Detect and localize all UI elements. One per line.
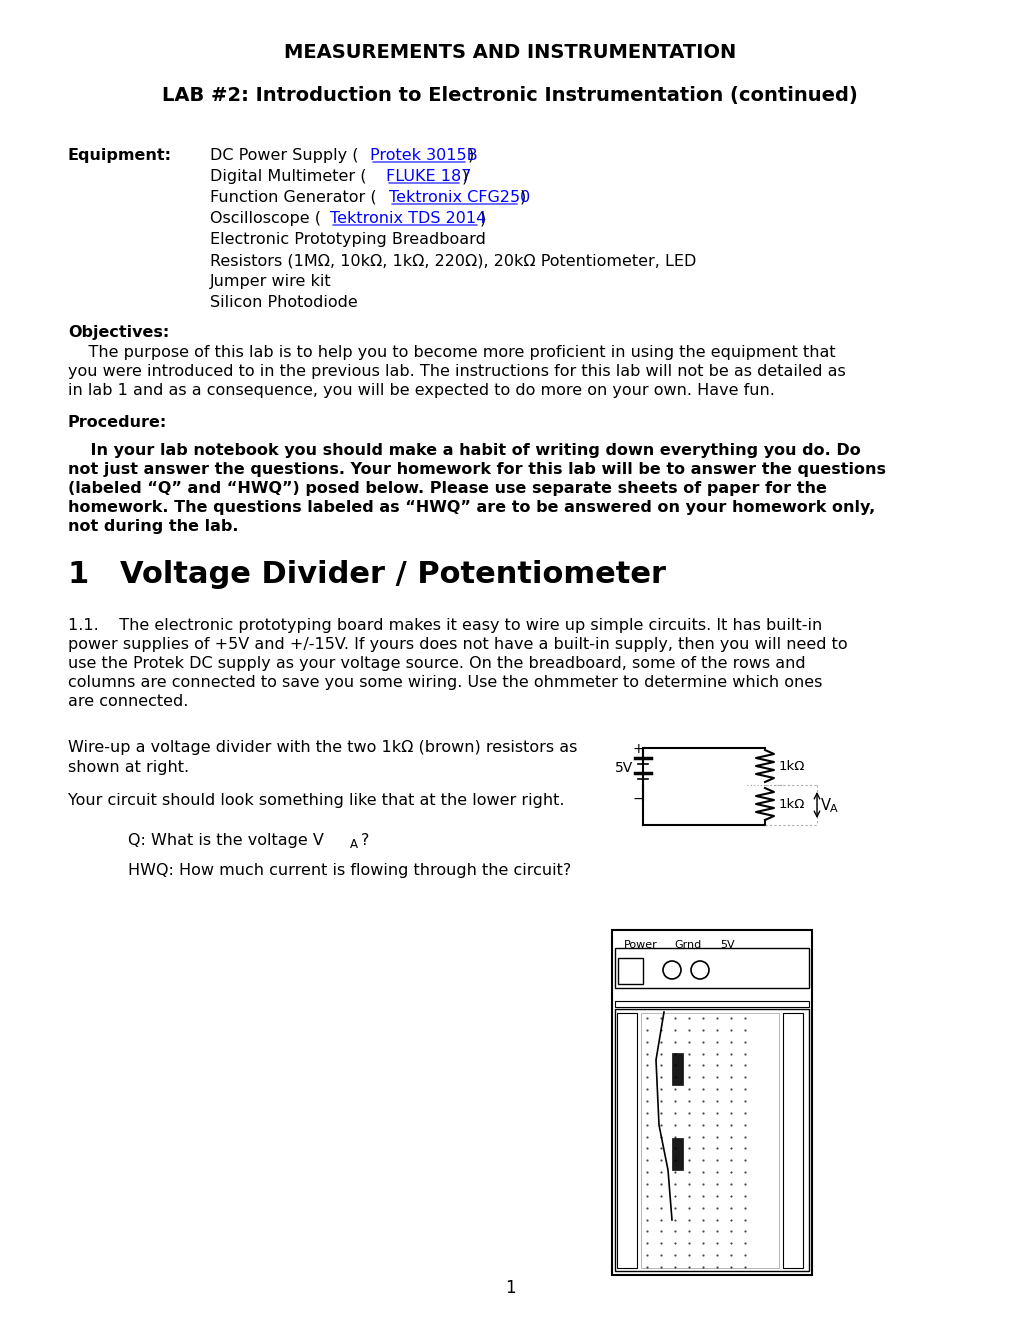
Text: DC Power Supply (: DC Power Supply ( — [210, 148, 358, 162]
Text: Jumper wire kit: Jumper wire kit — [210, 275, 331, 289]
Text: ): ) — [480, 211, 486, 226]
Bar — [672, 1138, 683, 1170]
Text: Voltage Divider / Potentiometer: Voltage Divider / Potentiometer — [120, 560, 665, 589]
Text: A: A — [350, 838, 358, 851]
Text: Grnd: Grnd — [674, 940, 701, 950]
Text: Digital Multimeter (: Digital Multimeter ( — [210, 169, 366, 183]
Text: 1: 1 — [68, 560, 90, 589]
Text: 1kΩ: 1kΩ — [779, 759, 805, 772]
Text: power supplies of +5V and +/-15V. If yours does not have a built-in supply, then: power supplies of +5V and +/-15V. If you… — [68, 638, 847, 652]
Bar — [614, 1008, 808, 1271]
Text: Equipment:: Equipment: — [68, 148, 172, 162]
Circle shape — [662, 961, 681, 979]
Text: MEASUREMENTS AND INSTRUMENTATION: MEASUREMENTS AND INSTRUMENTATION — [283, 42, 736, 62]
Text: ): ) — [468, 148, 474, 162]
Text: In your lab notebook you should make a habit of writing down everything you do. : In your lab notebook you should make a h… — [68, 444, 860, 458]
Text: 1kΩ: 1kΩ — [779, 797, 805, 810]
Text: Your circuit should look something like that at the lower right.: Your circuit should look something like … — [68, 793, 564, 808]
Text: Tektronix TDS 2014: Tektronix TDS 2014 — [330, 211, 486, 226]
Bar — [616, 1012, 637, 1269]
Text: homework. The questions labeled as “HWQ” are to be answered on your homework onl: homework. The questions labeled as “HWQ”… — [68, 500, 874, 515]
Text: not just answer the questions. Your homework for this lab will be to answer the : not just answer the questions. Your home… — [68, 462, 886, 477]
Text: Procedure:: Procedure: — [68, 414, 167, 430]
Text: in lab 1 and as a consequence, you will be expected to do more on your own. Have: in lab 1 and as a consequence, you will … — [68, 383, 774, 399]
Bar — [640, 1012, 779, 1269]
Bar — [614, 1001, 808, 1007]
Text: Silicon Photodiode: Silicon Photodiode — [210, 294, 358, 310]
Text: you were introduced to in the previous lab. The instructions for this lab will n: you were introduced to in the previous l… — [68, 364, 845, 379]
Bar — [614, 948, 808, 987]
Text: ): ) — [462, 169, 468, 183]
Text: Oscilloscope (: Oscilloscope ( — [210, 211, 321, 226]
Text: 1.1.    The electronic prototyping board makes it easy to wire up simple circuit: 1.1. The electronic prototyping board ma… — [68, 618, 821, 634]
Text: LAB #2: Introduction to Electronic Instrumentation (continued): LAB #2: Introduction to Electronic Instr… — [162, 86, 857, 104]
Text: Function Generator (: Function Generator ( — [210, 190, 376, 205]
Bar — [611, 931, 811, 1275]
Text: V: V — [820, 797, 830, 813]
Text: HWQ: How much current is flowing through the circuit?: HWQ: How much current is flowing through… — [127, 863, 571, 878]
Bar — [672, 1053, 683, 1085]
Text: Wire-up a voltage divider with the two 1kΩ (brown) resistors as: Wire-up a voltage divider with the two 1… — [68, 741, 577, 755]
Text: columns are connected to save you some wiring. Use the ohmmeter to determine whi: columns are connected to save you some w… — [68, 675, 821, 690]
Text: Objectives:: Objectives: — [68, 325, 169, 341]
Text: Tektronix CFG250: Tektronix CFG250 — [388, 190, 530, 205]
Text: FLUKE 187: FLUKE 187 — [385, 169, 471, 183]
Text: use the Protek DC supply as your voltage source. On the breadboard, some of the : use the Protek DC supply as your voltage… — [68, 656, 805, 671]
Text: A: A — [829, 804, 837, 814]
Text: Protek 3015B: Protek 3015B — [370, 148, 477, 162]
Circle shape — [690, 961, 708, 979]
Text: not during the lab.: not during the lab. — [68, 519, 238, 535]
Text: 1: 1 — [504, 1279, 515, 1298]
Text: shown at right.: shown at right. — [68, 760, 189, 775]
Text: ): ) — [520, 190, 526, 205]
Text: 5V: 5V — [614, 762, 633, 775]
Text: 5V: 5V — [719, 940, 734, 950]
Text: ?: ? — [361, 833, 369, 847]
Text: Electronic Prototyping Breadboard: Electronic Prototyping Breadboard — [210, 232, 485, 247]
Text: Q: What is the voltage V: Q: What is the voltage V — [127, 833, 324, 847]
Text: Resistors (1MΩ, 10kΩ, 1kΩ, 220Ω), 20kΩ Potentiometer, LED: Resistors (1MΩ, 10kΩ, 1kΩ, 220Ω), 20kΩ P… — [210, 253, 696, 268]
Text: +: + — [632, 742, 643, 756]
Text: are connected.: are connected. — [68, 694, 189, 709]
Text: −: − — [632, 792, 643, 807]
Text: Power: Power — [624, 940, 657, 950]
Text: (labeled “Q” and “HWQ”) posed below. Please use separate sheets of paper for the: (labeled “Q” and “HWQ”) posed below. Ple… — [68, 480, 826, 496]
Bar — [783, 1012, 802, 1269]
Bar — [618, 958, 642, 983]
Text: The purpose of this lab is to help you to become more proficient in using the eq: The purpose of this lab is to help you t… — [68, 345, 835, 360]
